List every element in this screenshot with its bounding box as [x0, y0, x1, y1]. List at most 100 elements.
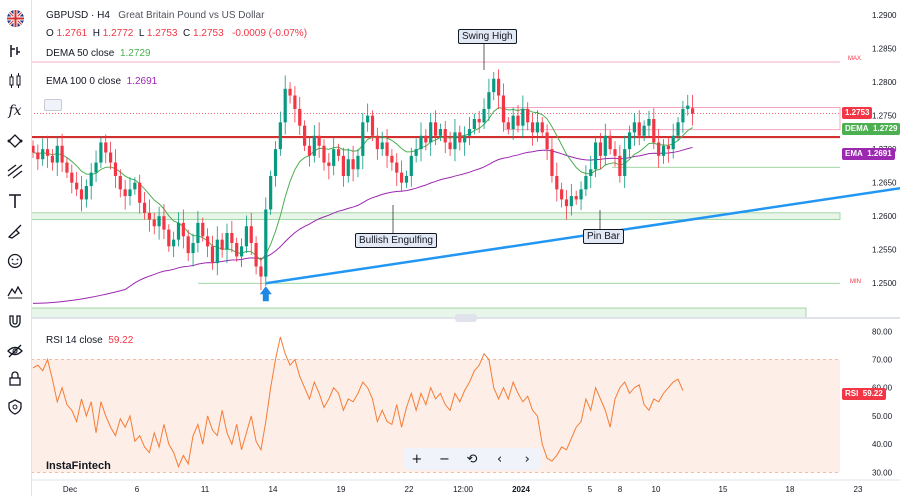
candles-icon[interactable] — [4, 70, 26, 92]
time-tick-label: Dec — [63, 485, 77, 494]
candle-body — [109, 152, 113, 163]
time-axis[interactable]: Dec 6 11 14 19 22 12:00 2024 5 8 10 15 18 23 — [31, 479, 900, 494]
range-box — [504, 107, 841, 131]
close-label: C — [183, 28, 191, 39]
candle-body — [361, 122, 365, 156]
price-tick-label: 1.2650 — [872, 179, 897, 188]
ema-tag: EMA 1.2691 — [842, 148, 895, 160]
candle-body — [385, 142, 389, 156]
lock-drawings-icon[interactable] — [4, 368, 26, 390]
price-tick-label: 1.2550 — [872, 246, 897, 255]
swing-high-callout[interactable]: Swing High — [458, 29, 517, 44]
scroll-back-button[interactable]: ‹ — [496, 451, 503, 467]
trendline[interactable] — [265, 164, 900, 285]
ema-tag-name: EMA — [845, 149, 863, 158]
candle-body — [312, 135, 316, 156]
candle-body — [564, 199, 569, 207]
symbol-legend: GBPUSD · H4 Great Britain Pound vs US Do… — [46, 10, 264, 21]
price-tick-label: 1.2500 — [872, 279, 897, 288]
arrow-shape — [259, 286, 272, 302]
candle-body — [206, 236, 210, 247]
text-tool-icon[interactable] — [4, 190, 26, 212]
indicators-icon[interactable]: fx — [8, 103, 22, 119]
candle-body — [584, 175, 588, 190]
candle-body — [535, 122, 539, 133]
bullish-engulfing-callout[interactable]: Bullish Engulfing — [355, 233, 437, 248]
candle-body — [230, 232, 234, 244]
collapse-legend-button[interactable] — [44, 99, 62, 111]
candle-body — [453, 132, 457, 150]
pattern-icon[interactable] — [4, 130, 26, 152]
candle-body — [657, 142, 661, 156]
candle-body — [443, 129, 447, 143]
time-tick-label: 14 — [269, 485, 278, 494]
time-tick-label: 10 — [652, 485, 661, 494]
hlc-icon[interactable] — [4, 40, 26, 62]
rsi-tag-name: RSI — [845, 389, 859, 398]
candle-body — [79, 189, 84, 200]
candle-body — [390, 155, 394, 163]
trend-line-icon[interactable] — [4, 160, 26, 182]
candle-body — [41, 149, 45, 160]
zoom-out-button[interactable]: − — [438, 451, 450, 467]
candle-body — [303, 125, 307, 146]
rsi-label: RSI 14 close — [46, 335, 103, 346]
zoom-in-button[interactable]: + — [411, 451, 423, 467]
pane-resize-handle[interactable] — [455, 314, 477, 322]
dema-tag-value: 1.2729 — [873, 124, 898, 133]
reset-chart-button[interactable]: ⟲ — [466, 451, 478, 467]
candle-body — [273, 149, 278, 176]
candle-body — [317, 135, 321, 146]
candle-body — [487, 92, 491, 109]
candle-body — [128, 189, 132, 197]
symbol-name[interactable]: GBPUSD · H4 — [46, 10, 110, 21]
candle-body — [511, 115, 515, 130]
candle-body — [497, 78, 501, 96]
magnet-icon[interactable] — [4, 310, 26, 332]
dema-label: DEMA 50 close — [46, 48, 115, 59]
time-tick-label: 11 — [201, 485, 210, 494]
low-value: 1.2753 — [146, 28, 178, 39]
candle-body — [142, 202, 147, 213]
candle-body — [84, 186, 88, 200]
candle-body — [477, 118, 481, 123]
candle-body — [598, 142, 603, 156]
measure-icon[interactable] — [4, 280, 26, 302]
callout-lines — [392, 42, 601, 233]
candle-body — [172, 239, 176, 247]
candle-body — [492, 78, 496, 93]
dema-legend[interactable]: DEMA 50 close 1.2729 — [46, 48, 151, 59]
candle-body — [254, 243, 258, 267]
hide-drawings-icon[interactable] — [4, 340, 26, 362]
pin-bar-callout[interactable]: Pin Bar — [583, 229, 624, 244]
ema-value: 1.2691 — [126, 76, 158, 87]
candle-body — [409, 155, 413, 176]
scroll-forward-button[interactable]: › — [524, 451, 530, 467]
ema-line — [32, 146, 693, 304]
dema-tag-name: DEMA — [845, 124, 869, 133]
rsi-legend[interactable]: RSI 14 close 59.22 — [46, 335, 133, 346]
candle-body — [569, 196, 573, 207]
candle-body — [244, 226, 248, 247]
candle-body — [94, 162, 98, 173]
candle-body — [691, 108, 695, 114]
candle-body — [506, 122, 510, 130]
ema-legend[interactable]: EMA 100 0 close 1.2691 — [46, 76, 157, 87]
candle-body — [603, 135, 607, 156]
candle-body — [652, 118, 656, 143]
candle-body — [458, 132, 462, 143]
candle-body — [191, 243, 195, 254]
candle-body — [370, 115, 375, 136]
delete-drawings-icon[interactable] — [4, 396, 26, 418]
brush-icon[interactable] — [4, 220, 26, 242]
emoji-icon[interactable] — [4, 250, 26, 272]
candle-body — [196, 222, 200, 244]
candle-body — [341, 155, 345, 176]
candle-body — [283, 88, 287, 123]
candle-body — [623, 149, 627, 176]
time-tick-label: 15 — [719, 485, 728, 494]
time-tick-label: 23 — [854, 485, 863, 494]
candle-body — [438, 129, 442, 136]
